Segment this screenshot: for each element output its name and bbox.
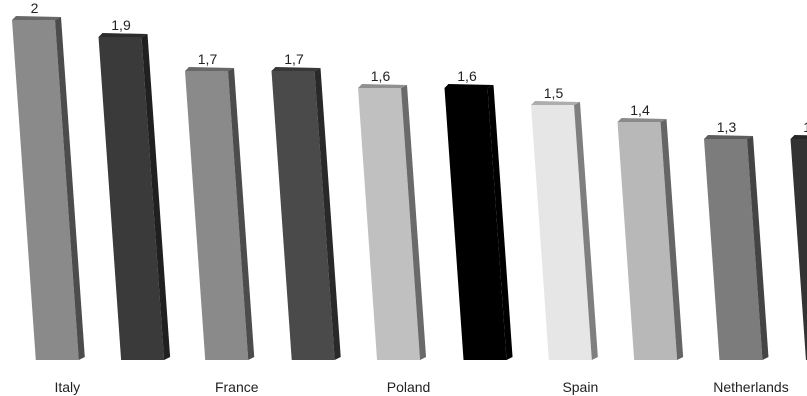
bar-top-face [790, 135, 807, 139]
bar-top-face [185, 67, 234, 71]
bar-top-face [617, 118, 667, 122]
data-label: 2 [31, 0, 39, 16]
bar-top-face [271, 67, 321, 71]
bar [358, 84, 427, 360]
bar [790, 135, 807, 360]
bar [98, 33, 171, 360]
data-label: 1,5 [544, 85, 564, 101]
category-label: Netherlands [713, 379, 789, 395]
bar [617, 118, 684, 360]
bar-front-face [790, 139, 807, 360]
bar-front-face [271, 71, 335, 360]
bar-top-face [704, 135, 753, 139]
data-label: 1,3 [717, 119, 737, 135]
bar [444, 84, 513, 360]
bar-front-face [531, 105, 592, 360]
category-label: Spain [562, 379, 598, 395]
bar-side-face [141, 34, 171, 360]
bar-side-face [747, 136, 769, 360]
bar [12, 16, 85, 360]
bar-top-face [12, 16, 61, 20]
data-label: 1,9 [111, 17, 131, 33]
bar-side-face [55, 17, 85, 360]
data-label: 1,3 [803, 119, 807, 135]
bar-side-face [401, 85, 427, 360]
category-label: Italy [54, 379, 80, 395]
bar-top-face [531, 101, 580, 105]
bar-front-face [444, 88, 507, 360]
bar-top-face [444, 84, 494, 88]
bar [704, 135, 769, 360]
bars-group [12, 16, 807, 360]
value-labels-group: 2 1,9 1,7 1,7 1,6 1,6 1,5 1,4 1,3 1,3 [31, 0, 807, 135]
data-label: 1,7 [284, 51, 304, 67]
bar-side-face [314, 68, 341, 360]
data-label: 1,6 [371, 68, 391, 84]
category-label: France [215, 379, 259, 395]
bar-front-face [12, 20, 79, 360]
category-labels-group: Italy France Poland Spain Netherlands [54, 379, 788, 395]
bar-side-face [574, 102, 598, 360]
bar-side-face [660, 119, 684, 360]
bar [531, 101, 598, 360]
data-label: 1,4 [630, 102, 650, 118]
bar-front-face [358, 88, 421, 360]
bar-front-face [704, 139, 763, 360]
category-label: Poland [387, 379, 431, 395]
bar-front-face [617, 122, 678, 360]
bar-side-face [487, 85, 513, 360]
bar-top-face [98, 33, 148, 37]
bar-front-face [98, 37, 165, 360]
bar [271, 67, 341, 360]
bar-top-face [358, 84, 407, 88]
data-label: 1,6 [457, 68, 477, 84]
bar-side-face [228, 68, 255, 360]
bar [185, 67, 255, 360]
data-label: 1,7 [198, 51, 218, 67]
bar-front-face [185, 71, 249, 360]
